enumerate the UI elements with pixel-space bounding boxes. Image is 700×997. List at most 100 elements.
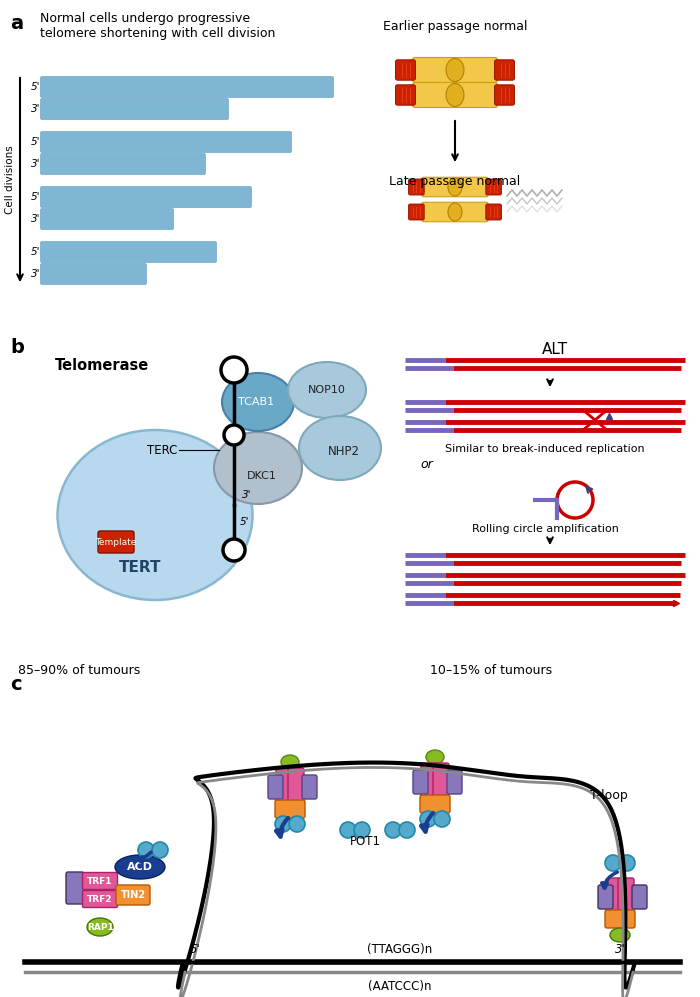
Text: (AATCCC)n: (AATCCC)n: [368, 980, 432, 993]
Text: Similar to break-induced replication: Similar to break-induced replication: [445, 444, 645, 454]
Text: 3': 3': [31, 269, 40, 279]
Circle shape: [385, 822, 401, 838]
Text: Cell divisions: Cell divisions: [5, 146, 15, 214]
Ellipse shape: [299, 416, 381, 480]
Circle shape: [275, 816, 291, 832]
Text: 10–15% of tumours: 10–15% of tumours: [430, 663, 552, 677]
Ellipse shape: [115, 855, 165, 879]
Ellipse shape: [57, 430, 253, 600]
Text: 3': 3': [31, 159, 40, 169]
Text: TERC: TERC: [146, 444, 177, 457]
Text: Telomerase: Telomerase: [55, 358, 149, 373]
Text: TCAB1: TCAB1: [238, 397, 274, 407]
Circle shape: [289, 816, 305, 832]
Ellipse shape: [610, 928, 630, 942]
FancyBboxPatch shape: [276, 768, 292, 802]
FancyBboxPatch shape: [116, 885, 150, 905]
FancyBboxPatch shape: [66, 872, 84, 904]
FancyBboxPatch shape: [422, 202, 488, 221]
Text: TRF1: TRF1: [88, 876, 113, 885]
Text: Template: Template: [95, 537, 136, 546]
FancyBboxPatch shape: [41, 208, 174, 229]
FancyBboxPatch shape: [632, 885, 647, 909]
FancyBboxPatch shape: [302, 775, 317, 799]
Text: a: a: [10, 14, 23, 33]
FancyBboxPatch shape: [618, 878, 634, 912]
Circle shape: [224, 425, 244, 445]
FancyBboxPatch shape: [494, 60, 514, 80]
FancyBboxPatch shape: [41, 99, 228, 120]
Circle shape: [223, 539, 245, 561]
FancyBboxPatch shape: [433, 763, 449, 797]
Circle shape: [605, 855, 621, 871]
Text: 85–90% of tumours: 85–90% of tumours: [18, 663, 140, 677]
FancyBboxPatch shape: [421, 763, 437, 797]
FancyBboxPatch shape: [494, 85, 514, 106]
Text: POT1: POT1: [349, 835, 381, 848]
FancyBboxPatch shape: [41, 154, 206, 174]
Text: 5': 5': [31, 247, 40, 257]
FancyBboxPatch shape: [409, 179, 424, 195]
FancyBboxPatch shape: [486, 179, 501, 195]
Text: or: or: [420, 458, 433, 471]
Text: NOP10: NOP10: [308, 385, 346, 395]
FancyBboxPatch shape: [447, 770, 462, 794]
FancyBboxPatch shape: [395, 85, 416, 106]
Ellipse shape: [281, 755, 299, 769]
Circle shape: [354, 822, 370, 838]
Text: 5': 5': [31, 192, 40, 202]
Text: TERT: TERT: [119, 559, 161, 574]
Circle shape: [221, 357, 247, 383]
FancyBboxPatch shape: [41, 241, 216, 262]
Text: Earlier passage normal: Earlier passage normal: [383, 20, 527, 33]
FancyBboxPatch shape: [41, 77, 333, 98]
Circle shape: [138, 842, 154, 858]
Text: DKC1: DKC1: [247, 471, 277, 481]
FancyBboxPatch shape: [420, 795, 450, 813]
Text: Rolling circle amplification: Rolling circle amplification: [472, 524, 618, 534]
Ellipse shape: [288, 362, 366, 418]
FancyBboxPatch shape: [268, 775, 283, 799]
FancyBboxPatch shape: [413, 770, 428, 794]
Text: 5': 5': [190, 943, 200, 956]
Ellipse shape: [214, 432, 302, 504]
Text: b: b: [10, 338, 24, 357]
Ellipse shape: [448, 178, 462, 196]
Text: T-loop: T-loop: [590, 789, 628, 802]
Text: 3': 3': [31, 214, 40, 224]
Text: RAP1: RAP1: [87, 922, 113, 931]
Text: NHP2: NHP2: [328, 445, 360, 458]
Text: Late passage normal: Late passage normal: [389, 175, 521, 188]
Text: ACD: ACD: [127, 862, 153, 872]
Ellipse shape: [446, 84, 464, 107]
FancyBboxPatch shape: [83, 890, 118, 907]
Text: c: c: [10, 675, 22, 694]
Text: TRF2: TRF2: [88, 894, 113, 903]
Ellipse shape: [426, 750, 444, 764]
FancyBboxPatch shape: [98, 531, 134, 553]
Text: TIN2: TIN2: [120, 890, 146, 900]
Circle shape: [420, 811, 436, 827]
Text: 5': 5': [31, 82, 40, 92]
Ellipse shape: [446, 59, 464, 82]
Text: 5': 5': [31, 137, 40, 147]
Circle shape: [152, 842, 168, 858]
Circle shape: [399, 822, 415, 838]
Ellipse shape: [87, 918, 113, 936]
Text: 3': 3': [31, 104, 40, 114]
FancyBboxPatch shape: [598, 885, 613, 909]
FancyBboxPatch shape: [409, 204, 424, 220]
Text: 3': 3': [615, 943, 625, 956]
Circle shape: [434, 811, 450, 827]
FancyBboxPatch shape: [412, 83, 498, 108]
Ellipse shape: [448, 203, 462, 221]
FancyBboxPatch shape: [41, 186, 251, 207]
Text: (TTAGGG)n: (TTAGGG)n: [368, 943, 433, 956]
Text: ALT: ALT: [542, 342, 568, 357]
Circle shape: [619, 855, 635, 871]
FancyBboxPatch shape: [395, 60, 416, 80]
Text: 3': 3': [242, 490, 251, 500]
FancyBboxPatch shape: [288, 768, 304, 802]
FancyBboxPatch shape: [605, 910, 635, 928]
FancyBboxPatch shape: [41, 132, 291, 153]
